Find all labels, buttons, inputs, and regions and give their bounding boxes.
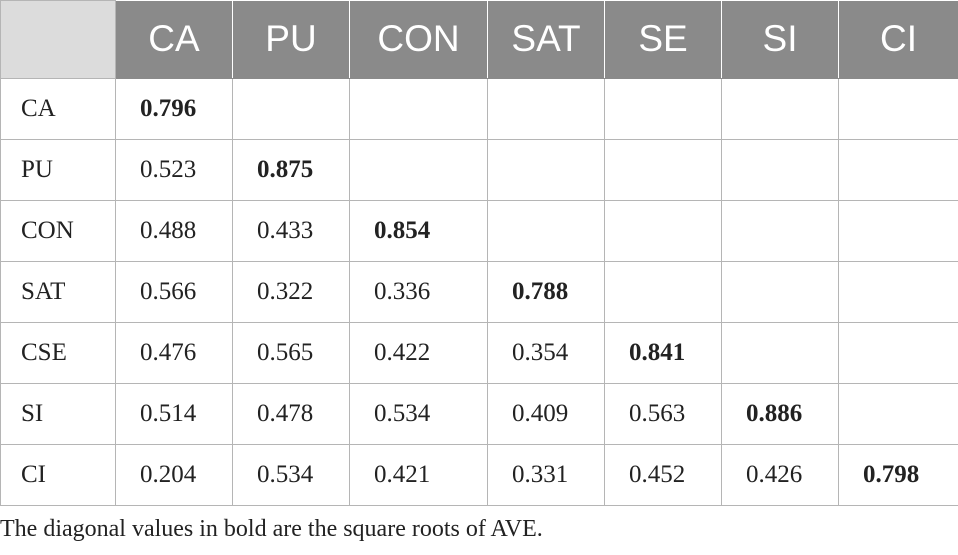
table-row: SAT 0.566 0.322 0.336 0.788 bbox=[0, 261, 958, 323]
table-cell bbox=[349, 78, 488, 140]
table-cell bbox=[349, 139, 488, 201]
table-cell bbox=[721, 322, 839, 384]
table-cell bbox=[838, 322, 958, 384]
table-row: SI 0.514 0.478 0.534 0.409 0.563 0.886 bbox=[0, 383, 958, 445]
table-cell: 0.354 bbox=[487, 322, 605, 384]
table-cell-diagonal: 0.841 bbox=[604, 322, 722, 384]
table-cell bbox=[487, 200, 605, 262]
table-cell: 0.514 bbox=[115, 383, 233, 445]
header-corner-cell bbox=[0, 0, 116, 79]
table-cell bbox=[838, 139, 958, 201]
row-header: PU bbox=[0, 139, 116, 201]
table-body: CA 0.796 PU 0.523 0.875 CON bbox=[0, 78, 958, 506]
table-cell-diagonal: 0.788 bbox=[487, 261, 605, 323]
table-cell: 0.433 bbox=[232, 200, 350, 262]
table-cell-diagonal: 0.886 bbox=[721, 383, 839, 445]
table-row: PU 0.523 0.875 bbox=[0, 139, 958, 201]
table-cell bbox=[232, 78, 350, 140]
table-cell bbox=[604, 139, 722, 201]
row-header: CSE bbox=[0, 322, 116, 384]
table-cell bbox=[487, 139, 605, 201]
table-cell bbox=[721, 139, 839, 201]
table-cell bbox=[604, 261, 722, 323]
table-cell: 0.204 bbox=[115, 444, 233, 506]
row-header: SAT bbox=[0, 261, 116, 323]
table-cell: 0.476 bbox=[115, 322, 233, 384]
table-cell bbox=[838, 261, 958, 323]
table-cell bbox=[721, 261, 839, 323]
table-cell: 0.534 bbox=[232, 444, 350, 506]
table-cell bbox=[487, 78, 605, 140]
correlation-table: CA PU CON SAT SE SI CI CA 0.796 PU bbox=[0, 0, 958, 506]
column-header: CA bbox=[115, 0, 233, 79]
table-cell: 0.523 bbox=[115, 139, 233, 201]
table-cell bbox=[838, 383, 958, 445]
table-row: CI 0.204 0.534 0.421 0.331 0.452 0.426 0… bbox=[0, 444, 958, 506]
table-cell: 0.322 bbox=[232, 261, 350, 323]
table-cell bbox=[838, 200, 958, 262]
column-header: PU bbox=[232, 0, 350, 79]
table-row: CSE 0.476 0.565 0.422 0.354 0.841 bbox=[0, 322, 958, 384]
table-cell bbox=[604, 200, 722, 262]
correlation-table-container: CA PU CON SAT SE SI CI CA 0.796 PU bbox=[0, 0, 958, 506]
row-header: CI bbox=[0, 444, 116, 506]
table-cell: 0.331 bbox=[487, 444, 605, 506]
header-row: CA PU CON SAT SE SI CI bbox=[0, 0, 958, 79]
table-cell: 0.534 bbox=[349, 383, 488, 445]
column-header: CI bbox=[838, 0, 958, 79]
table-cell: 0.336 bbox=[349, 261, 488, 323]
table-cell: 0.488 bbox=[115, 200, 233, 262]
table-row: CA 0.796 bbox=[0, 78, 958, 140]
column-header: SI bbox=[721, 0, 839, 79]
column-header: CON bbox=[349, 0, 488, 79]
table-cell: 0.421 bbox=[349, 444, 488, 506]
table-cell: 0.426 bbox=[721, 444, 839, 506]
table-cell: 0.563 bbox=[604, 383, 722, 445]
table-cell-diagonal: 0.798 bbox=[838, 444, 958, 506]
table-cell-diagonal: 0.875 bbox=[232, 139, 350, 201]
table-header: CA PU CON SAT SE SI CI bbox=[0, 0, 958, 79]
table-cell bbox=[604, 78, 722, 140]
table-cell: 0.565 bbox=[232, 322, 350, 384]
table-cell: 0.478 bbox=[232, 383, 350, 445]
table-cell bbox=[721, 78, 839, 140]
table-cell-diagonal: 0.796 bbox=[115, 78, 233, 140]
column-header: SAT bbox=[487, 0, 605, 79]
row-header: CA bbox=[0, 78, 116, 140]
table-cell: 0.422 bbox=[349, 322, 488, 384]
table-cell: 0.566 bbox=[115, 261, 233, 323]
table-row: CON 0.488 0.433 0.854 bbox=[0, 200, 958, 262]
column-header: SE bbox=[604, 0, 722, 79]
table-cell: 0.452 bbox=[604, 444, 722, 506]
table-cell-diagonal: 0.854 bbox=[349, 200, 488, 262]
row-header: CON bbox=[0, 200, 116, 262]
row-header: SI bbox=[0, 383, 116, 445]
table-cell bbox=[721, 200, 839, 262]
table-footnote: The diagonal values in bold are the squa… bbox=[0, 516, 543, 542]
table-cell: 0.409 bbox=[487, 383, 605, 445]
table-cell bbox=[838, 78, 958, 140]
